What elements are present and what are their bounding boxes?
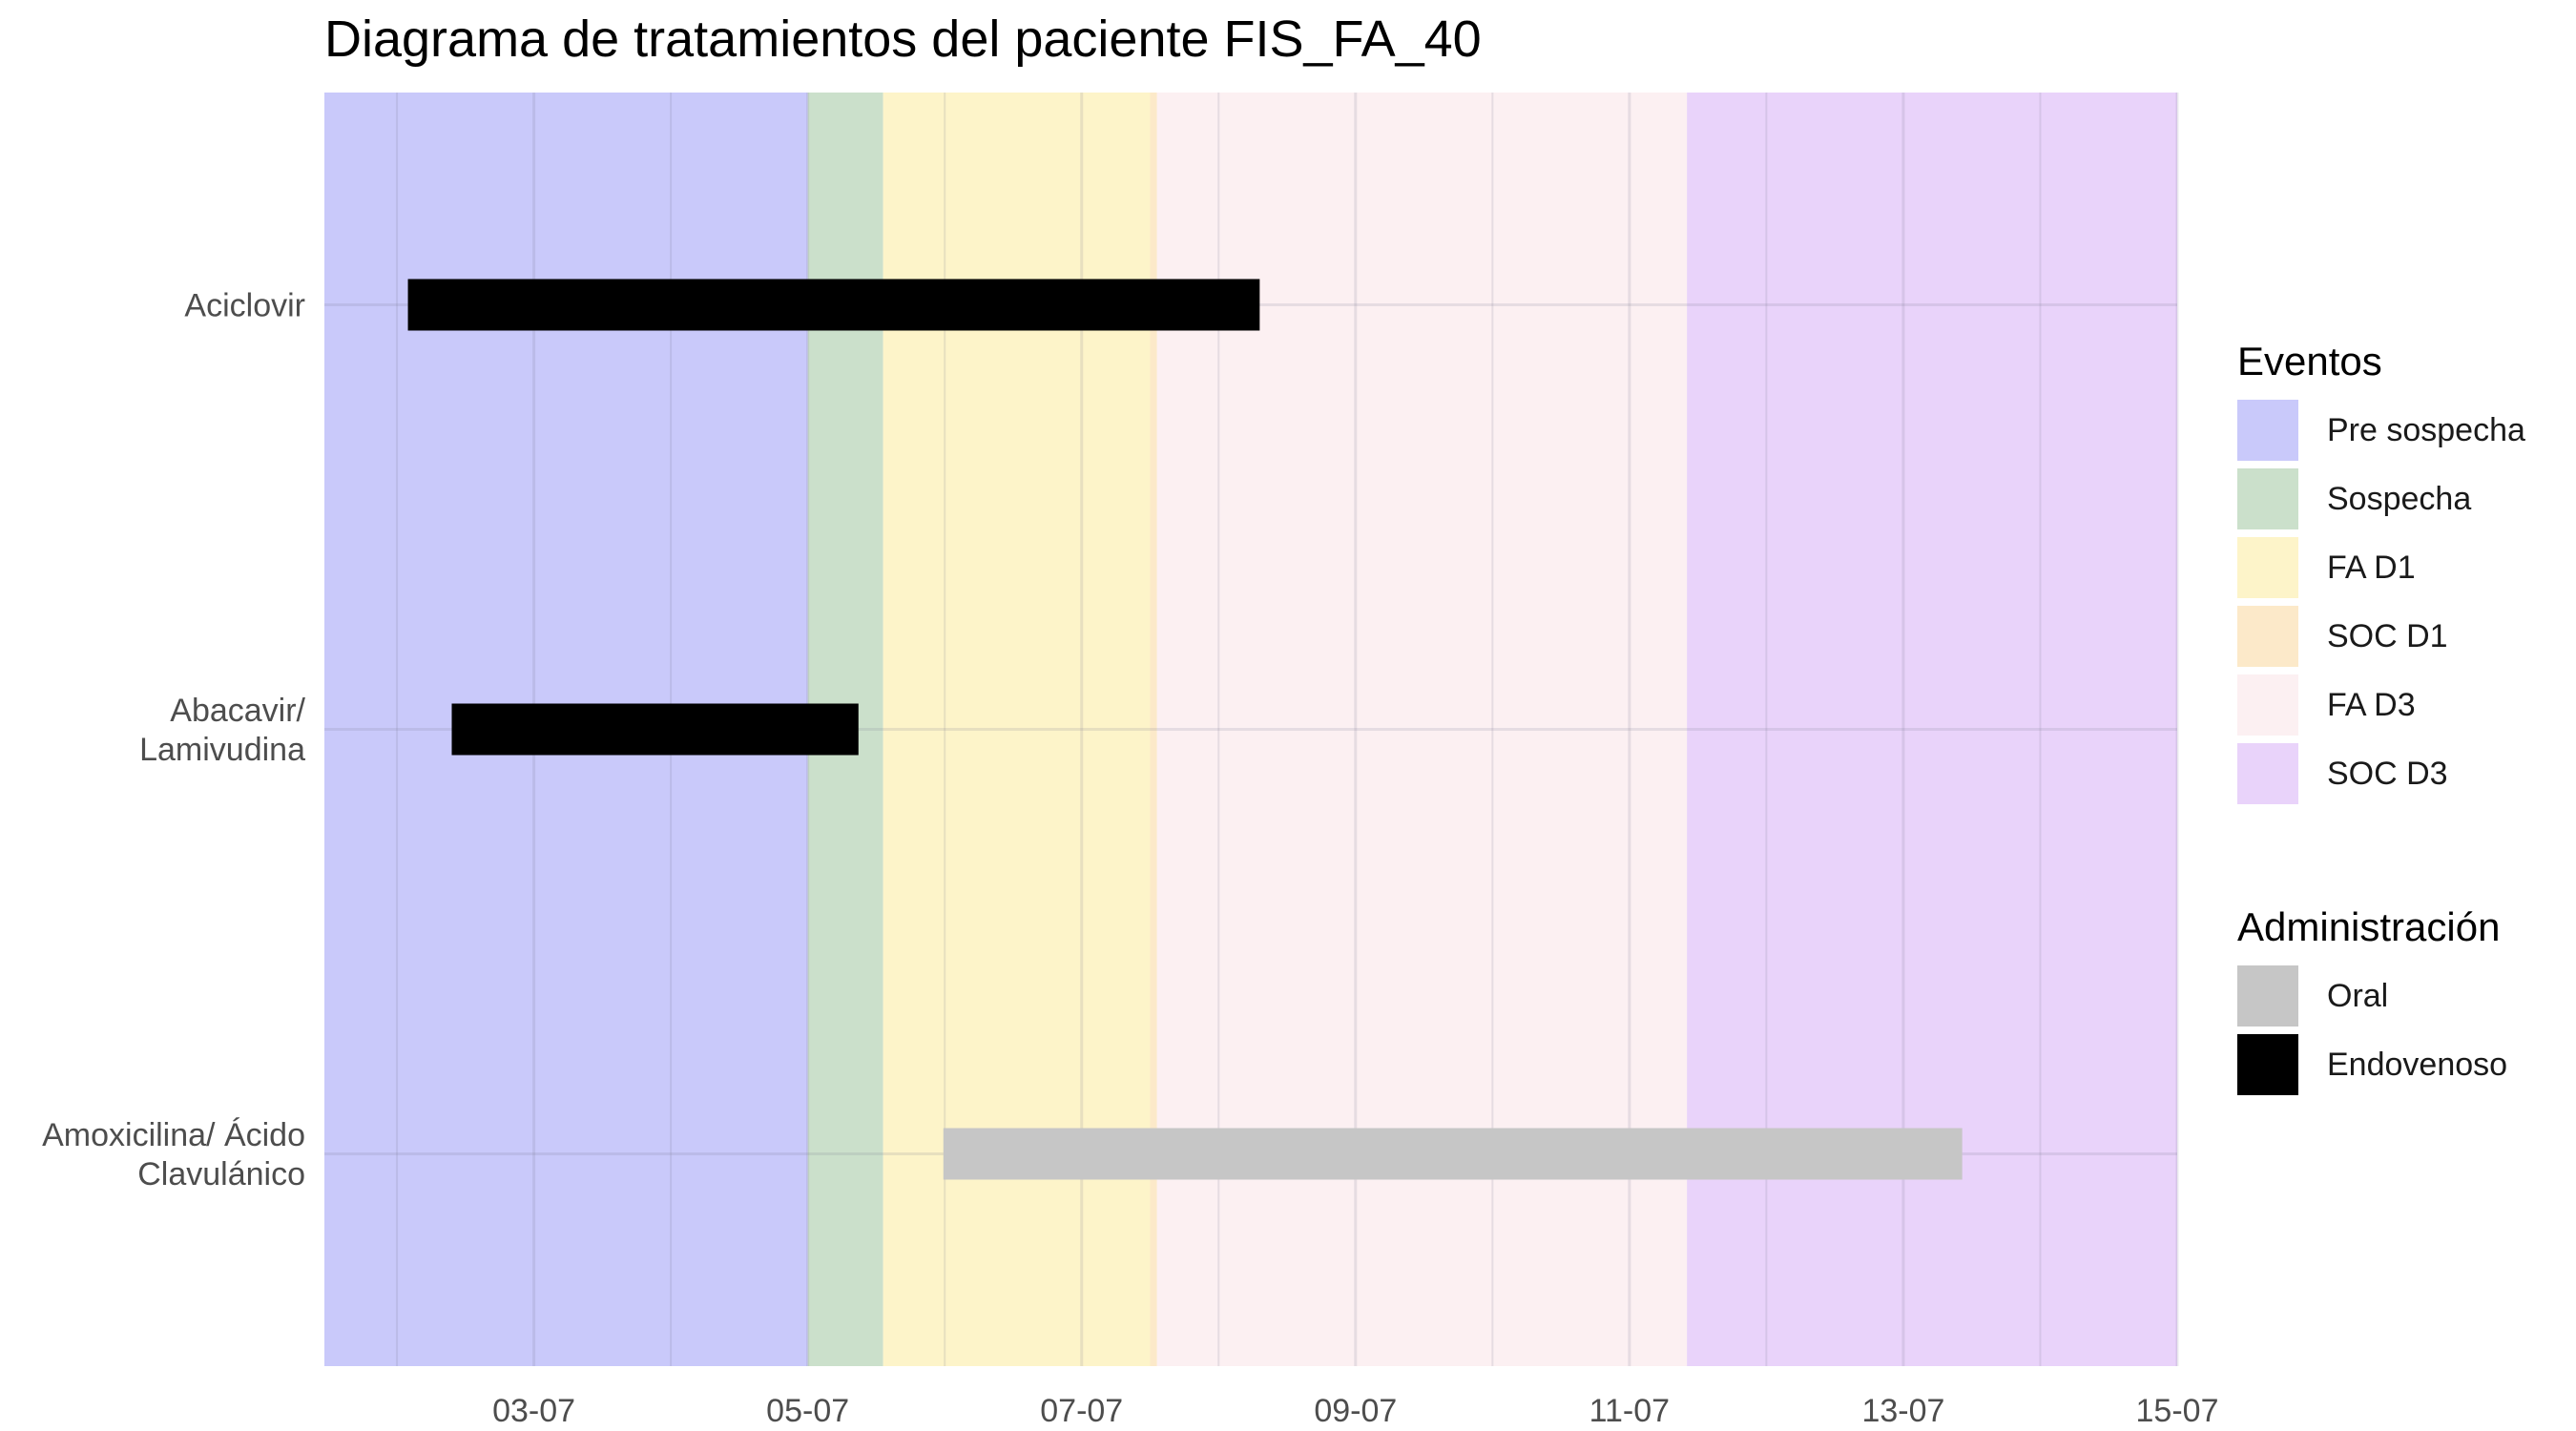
administration-legend-label: Oral	[2327, 977, 2389, 1014]
legend-events: Eventos Pre sospecha Sospecha FA D1 SOC D1 F…	[2237, 339, 2525, 808]
event-legend-label: FA D1	[2327, 549, 2416, 586]
x-tick-label: 15-07	[2136, 1393, 2219, 1429]
event-legend-item: SOC D3	[2237, 739, 2525, 808]
y-tick-label: Amoxicilina/ Ácido Clavulánico	[42, 1117, 305, 1192]
event-band	[1150, 93, 1157, 1366]
event-legend-item: FA D3	[2237, 671, 2525, 739]
legend-events-title: Eventos	[2237, 339, 2382, 384]
x-tick-label: 09-07	[1314, 1393, 1397, 1429]
x-tick-label: 11-07	[1589, 1393, 1670, 1429]
y-axis-labels: Aciclovir Abacavir/Lamivudina Amoxicilina/…	[42, 288, 305, 1193]
legend-administration-title: Administración	[2237, 904, 2501, 949]
x-tick-label: 07-07	[1040, 1393, 1123, 1429]
treatment-bar	[407, 279, 1260, 331]
event-legend-label: SOC D3	[2327, 755, 2448, 792]
event-legend-item: FA D1	[2237, 533, 2525, 602]
x-tick-label: 05-07	[766, 1393, 849, 1429]
event-legend-item: Sospecha	[2237, 465, 2525, 533]
administration-legend-swatch	[2237, 965, 2298, 1027]
x-tick-label: 13-07	[1861, 1393, 1944, 1429]
event-legend-swatch	[2237, 674, 2298, 736]
administration-legend-item: Endovenoso	[2237, 1030, 2507, 1099]
event-legend-item: SOC D1	[2237, 602, 2525, 671]
administration-legend-item: Oral	[2237, 962, 2507, 1030]
chart-title: Diagrama de tratamientos del paciente FI…	[324, 10, 1482, 68]
y-tick-label: Aciclovir	[184, 288, 305, 324]
x-tick-label: 03-07	[492, 1393, 575, 1429]
event-legend-swatch	[2237, 400, 2298, 461]
event-legend-item: Pre sospecha	[2237, 396, 2525, 465]
event-legend-label: FA D3	[2327, 686, 2416, 723]
event-legend-label: Sospecha	[2327, 480, 2472, 517]
event-legend-swatch	[2237, 537, 2298, 598]
event-legend-label: SOC D1	[2327, 617, 2448, 654]
event-legend-swatch	[2237, 743, 2298, 804]
legend-administration: Administración Oral Endovenoso	[2237, 904, 2507, 1099]
event-legend-label: Pre sospecha	[2327, 411, 2525, 448]
treatment-bar	[943, 1128, 1963, 1180]
administration-legend-label: Endovenoso	[2327, 1046, 2508, 1083]
treatment-bars	[407, 279, 1963, 1180]
administration-legend-swatch	[2237, 1034, 2298, 1095]
treatment-bar	[451, 703, 859, 756]
y-tick-label: Abacavir/Lamivudina	[139, 693, 305, 768]
event-legend-swatch	[2237, 468, 2298, 529]
x-axis-labels: 03-07 05-07 07-07 09-07 11-07 13-07 15-07	[492, 1393, 2218, 1429]
event-legend-swatch	[2237, 606, 2298, 667]
